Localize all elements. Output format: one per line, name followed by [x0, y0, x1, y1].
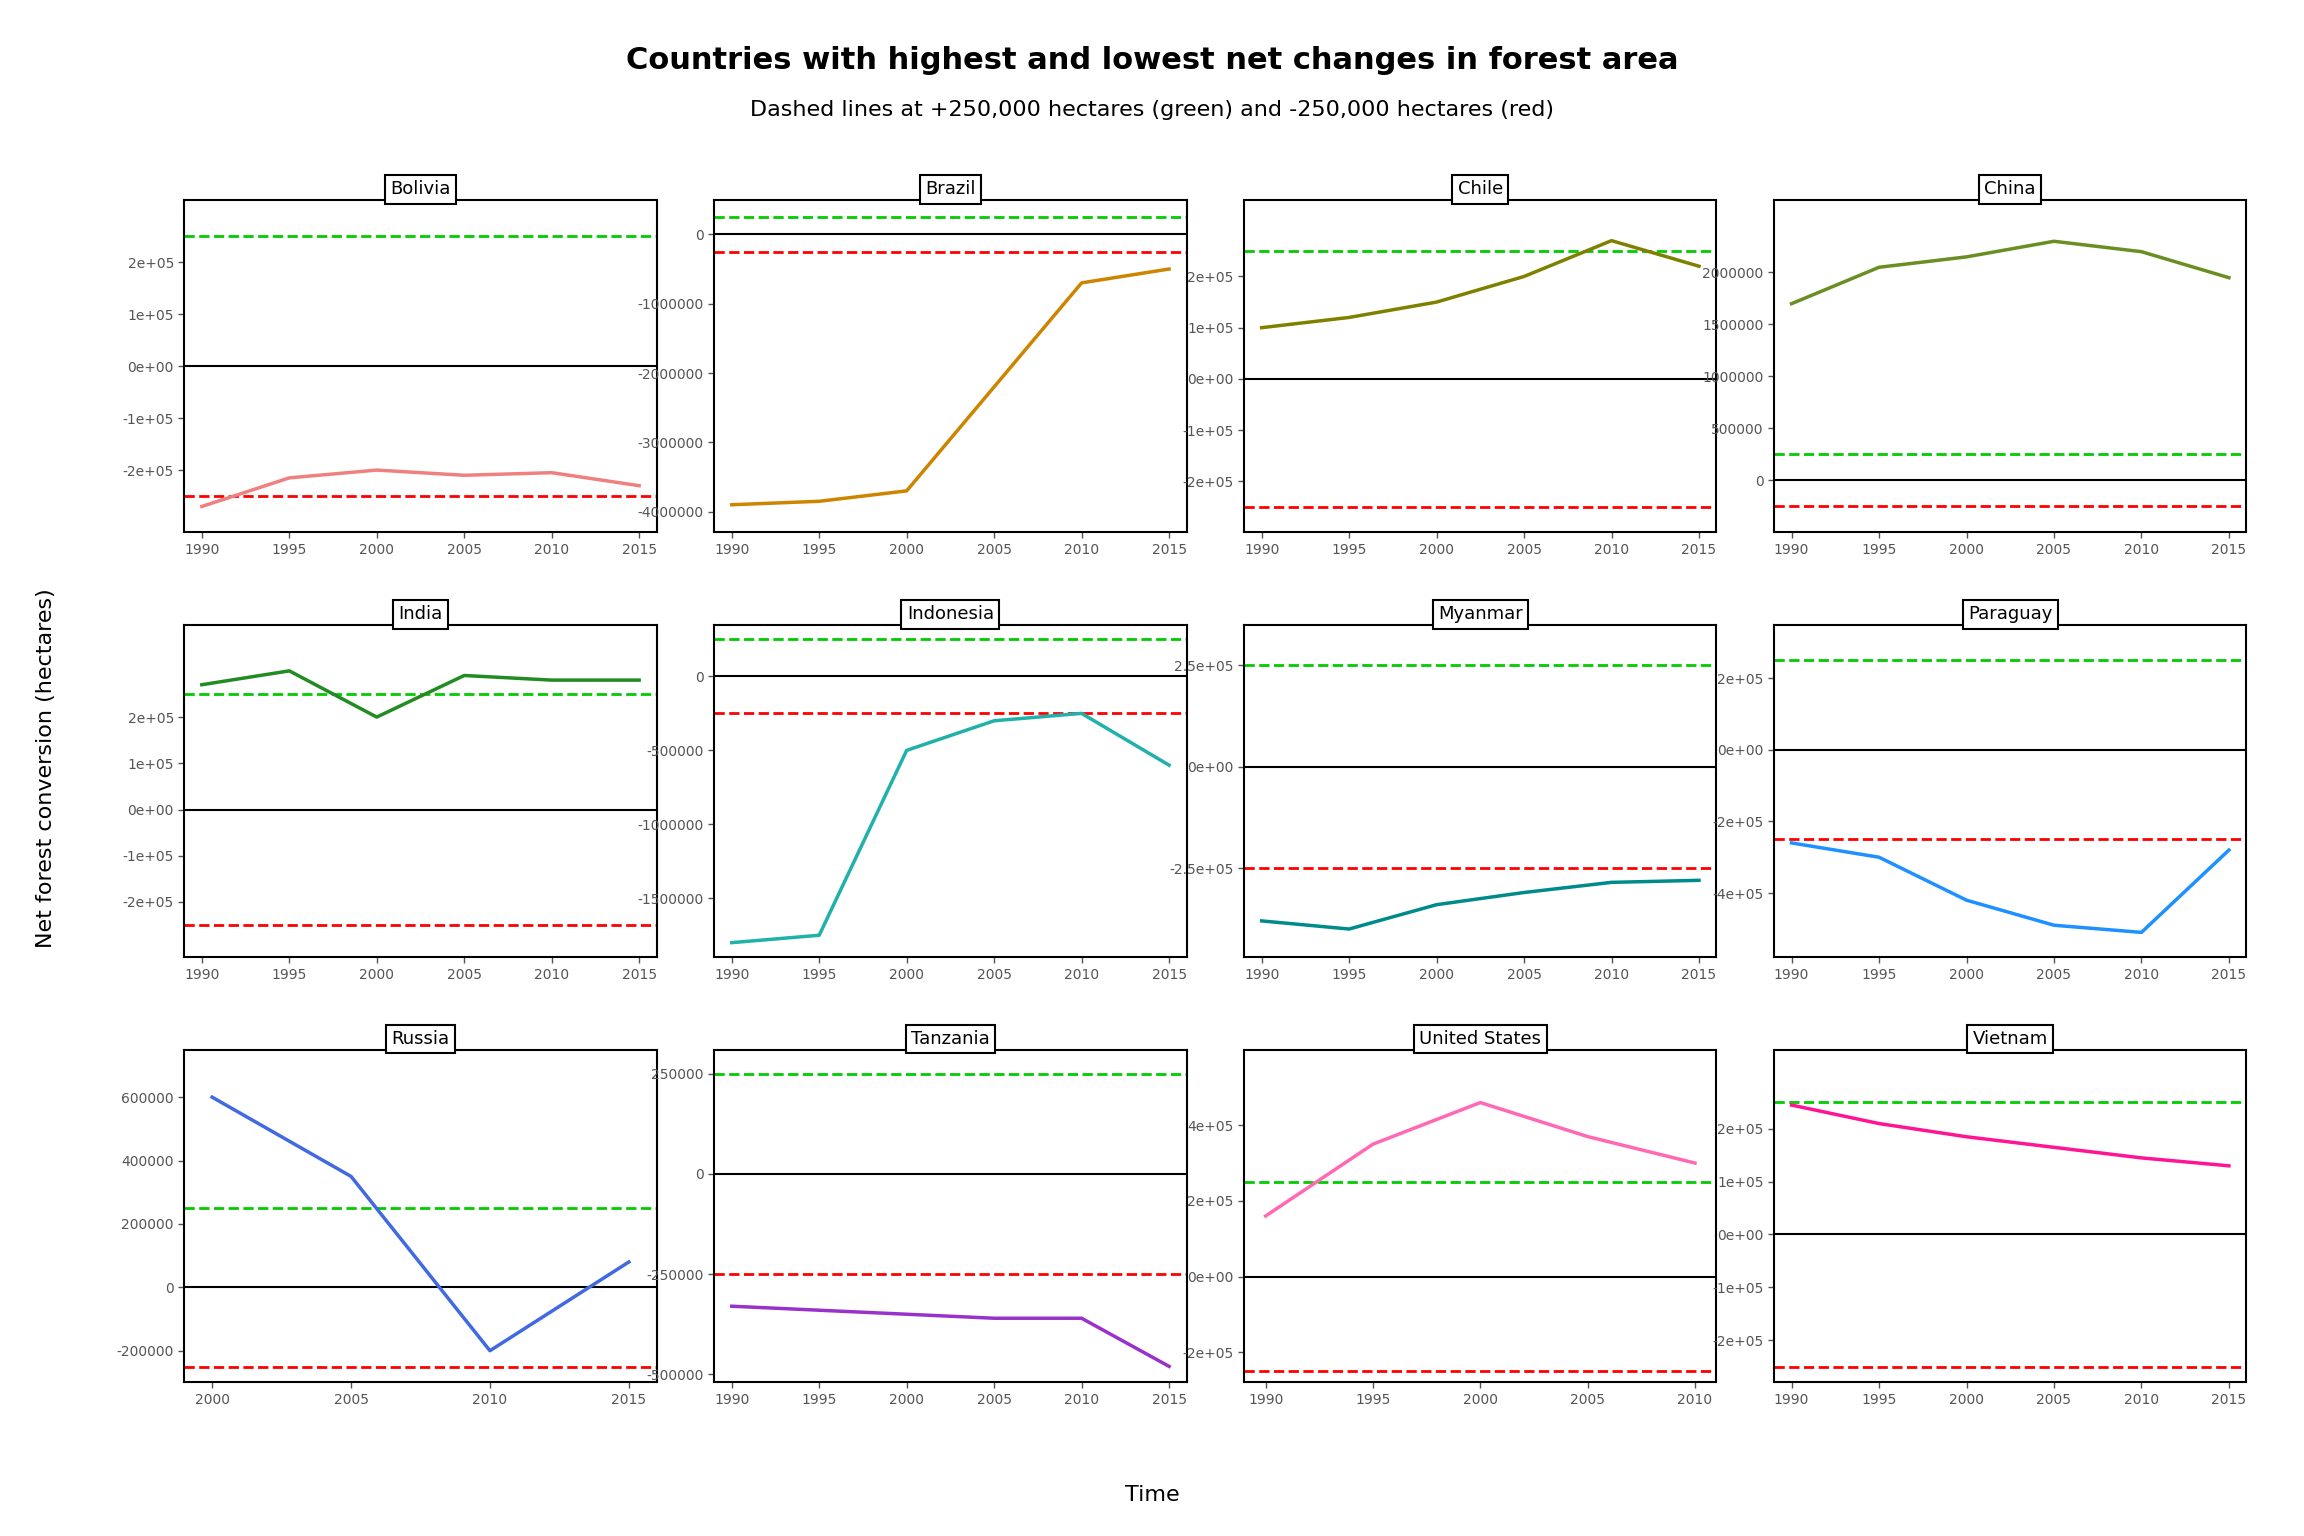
- Title: United States: United States: [1419, 1031, 1541, 1048]
- Title: China: China: [1984, 180, 2037, 198]
- Title: Paraguay: Paraguay: [1968, 605, 2053, 624]
- Text: Dashed lines at +250,000 hectares (green) and -250,000 hectares (red): Dashed lines at +250,000 hectares (green…: [751, 100, 1553, 120]
- Text: Countries with highest and lowest net changes in forest area: Countries with highest and lowest net ch…: [627, 46, 1677, 75]
- Title: Chile: Chile: [1458, 180, 1502, 198]
- Title: India: India: [399, 605, 442, 624]
- Title: Vietnam: Vietnam: [1972, 1031, 2048, 1048]
- Text: Net forest conversion (hectares): Net forest conversion (hectares): [37, 588, 55, 948]
- Title: Russia: Russia: [392, 1031, 449, 1048]
- Title: Indonesia: Indonesia: [908, 605, 993, 624]
- Text: Time: Time: [1124, 1485, 1180, 1505]
- Title: Tanzania: Tanzania: [910, 1031, 991, 1048]
- Title: Brazil: Brazil: [926, 180, 975, 198]
- Title: Myanmar: Myanmar: [1438, 605, 1523, 624]
- Title: Bolivia: Bolivia: [389, 180, 452, 198]
